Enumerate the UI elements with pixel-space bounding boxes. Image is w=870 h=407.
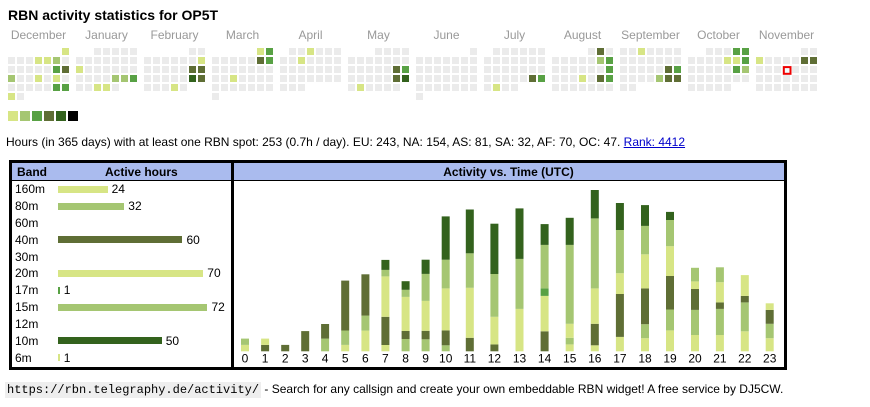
svg-text:12: 12 (488, 352, 502, 366)
svg-text:19: 19 (663, 352, 677, 366)
svg-text:8: 8 (402, 352, 409, 366)
svg-text:5: 5 (342, 352, 349, 366)
svg-text:October: October (697, 28, 740, 42)
svg-text:10: 10 (439, 352, 453, 366)
svg-text:March: March (226, 28, 259, 42)
svg-text:20: 20 (688, 352, 702, 366)
svg-text:3: 3 (302, 352, 309, 366)
svg-text:16: 16 (588, 352, 602, 366)
svg-text:2: 2 (282, 352, 289, 366)
svg-text:April: April (298, 28, 322, 42)
svg-text:0: 0 (242, 352, 249, 366)
svg-text:9: 9 (422, 352, 429, 366)
svg-text:21: 21 (713, 352, 727, 366)
svg-text:23: 23 (763, 352, 777, 366)
svg-text:13: 13 (513, 352, 527, 366)
svg-text:11: 11 (464, 352, 477, 366)
svg-text:December: December (11, 28, 66, 42)
svg-text:22: 22 (738, 352, 752, 366)
svg-text:14: 14 (538, 352, 552, 366)
svg-text:January: January (85, 28, 128, 42)
svg-text:August: August (564, 28, 602, 42)
svg-text:18: 18 (638, 352, 652, 366)
svg-text:15: 15 (563, 352, 577, 366)
svg-text:7: 7 (382, 352, 389, 366)
svg-text:May: May (367, 28, 390, 42)
svg-text:June: June (433, 28, 459, 42)
svg-text:February: February (150, 28, 198, 42)
svg-text:July: July (504, 28, 525, 42)
svg-text:6: 6 (362, 352, 369, 366)
svg-text:1: 1 (262, 352, 269, 366)
svg-text:17: 17 (613, 352, 627, 366)
svg-text:September: September (621, 28, 680, 42)
svg-text:4: 4 (322, 352, 329, 366)
svg-text:November: November (759, 28, 814, 42)
